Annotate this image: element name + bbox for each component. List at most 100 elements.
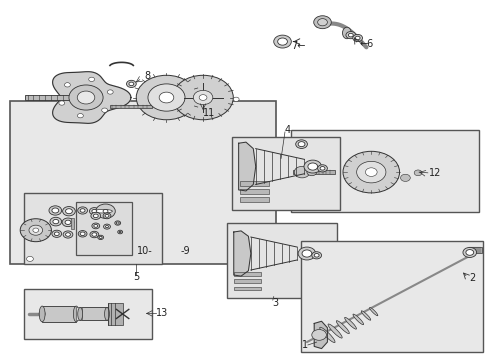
Bar (239, 197, 268, 202)
Circle shape (65, 209, 72, 214)
Ellipse shape (39, 306, 45, 322)
Ellipse shape (344, 318, 356, 329)
Circle shape (277, 38, 287, 45)
Text: 3: 3 (272, 298, 278, 308)
Circle shape (193, 90, 212, 105)
Circle shape (78, 207, 87, 214)
Circle shape (96, 204, 115, 219)
Bar (232, 137, 339, 211)
Bar (76, 202, 132, 255)
Circle shape (304, 160, 321, 173)
Bar (293, 170, 334, 174)
Circle shape (65, 220, 71, 225)
Text: -9: -9 (180, 246, 189, 256)
Circle shape (273, 35, 291, 48)
Circle shape (302, 250, 311, 257)
Polygon shape (53, 72, 131, 123)
Circle shape (78, 230, 87, 237)
Circle shape (52, 208, 59, 213)
Text: 12: 12 (428, 168, 440, 178)
Circle shape (33, 228, 39, 232)
Text: 11: 11 (203, 108, 215, 118)
Bar (300, 241, 483, 352)
Circle shape (462, 247, 476, 257)
Ellipse shape (361, 311, 370, 320)
Text: 5: 5 (133, 272, 139, 282)
Bar (239, 181, 268, 186)
Circle shape (89, 208, 99, 215)
Circle shape (88, 77, 94, 81)
Circle shape (148, 84, 184, 111)
Circle shape (53, 220, 59, 224)
Circle shape (298, 247, 315, 260)
Circle shape (80, 209, 85, 212)
Bar (10, 101, 276, 264)
Circle shape (49, 206, 61, 215)
Bar (80, 307, 107, 320)
Circle shape (91, 212, 101, 220)
Circle shape (63, 231, 73, 238)
Bar (108, 303, 122, 325)
Polygon shape (314, 321, 327, 348)
Text: 8: 8 (144, 71, 150, 81)
Ellipse shape (369, 307, 377, 316)
Circle shape (119, 231, 121, 233)
Circle shape (107, 90, 113, 94)
Bar (24, 193, 161, 264)
Circle shape (295, 140, 307, 148)
Circle shape (103, 224, 110, 229)
Circle shape (172, 75, 233, 120)
Bar (110, 105, 152, 108)
Circle shape (365, 168, 376, 176)
Bar (233, 272, 261, 276)
Circle shape (233, 97, 239, 102)
Circle shape (62, 207, 75, 216)
Bar (24, 289, 152, 338)
Circle shape (80, 232, 85, 235)
Ellipse shape (73, 306, 79, 322)
Bar (233, 279, 261, 283)
Bar (233, 287, 261, 291)
Ellipse shape (319, 327, 334, 343)
Circle shape (354, 36, 359, 40)
Circle shape (103, 213, 111, 219)
Circle shape (102, 108, 107, 112)
Circle shape (413, 170, 421, 176)
Ellipse shape (342, 27, 350, 39)
Circle shape (98, 235, 103, 239)
Circle shape (126, 80, 136, 87)
Circle shape (294, 166, 309, 178)
Ellipse shape (336, 321, 348, 334)
Circle shape (345, 32, 355, 39)
Ellipse shape (78, 307, 82, 320)
Text: 7←: 7← (291, 41, 305, 50)
Circle shape (352, 35, 362, 41)
Ellipse shape (94, 210, 112, 213)
Circle shape (116, 222, 119, 224)
Bar (76, 307, 82, 320)
Circle shape (29, 225, 42, 235)
Circle shape (314, 253, 319, 257)
Circle shape (50, 217, 61, 226)
Circle shape (400, 174, 409, 181)
Circle shape (62, 218, 74, 226)
Circle shape (103, 210, 108, 213)
Circle shape (159, 92, 173, 103)
Circle shape (306, 168, 316, 176)
Circle shape (105, 226, 108, 228)
Polygon shape (233, 231, 250, 276)
Circle shape (356, 161, 385, 183)
Circle shape (77, 91, 95, 104)
Circle shape (317, 165, 327, 172)
Circle shape (94, 225, 98, 227)
Ellipse shape (327, 324, 342, 338)
Circle shape (69, 85, 103, 110)
Circle shape (54, 232, 59, 235)
Text: 1: 1 (302, 340, 307, 350)
Circle shape (311, 329, 326, 340)
Circle shape (99, 236, 102, 238)
Circle shape (92, 223, 100, 229)
Circle shape (465, 249, 473, 255)
Circle shape (320, 167, 325, 170)
Circle shape (93, 214, 98, 218)
